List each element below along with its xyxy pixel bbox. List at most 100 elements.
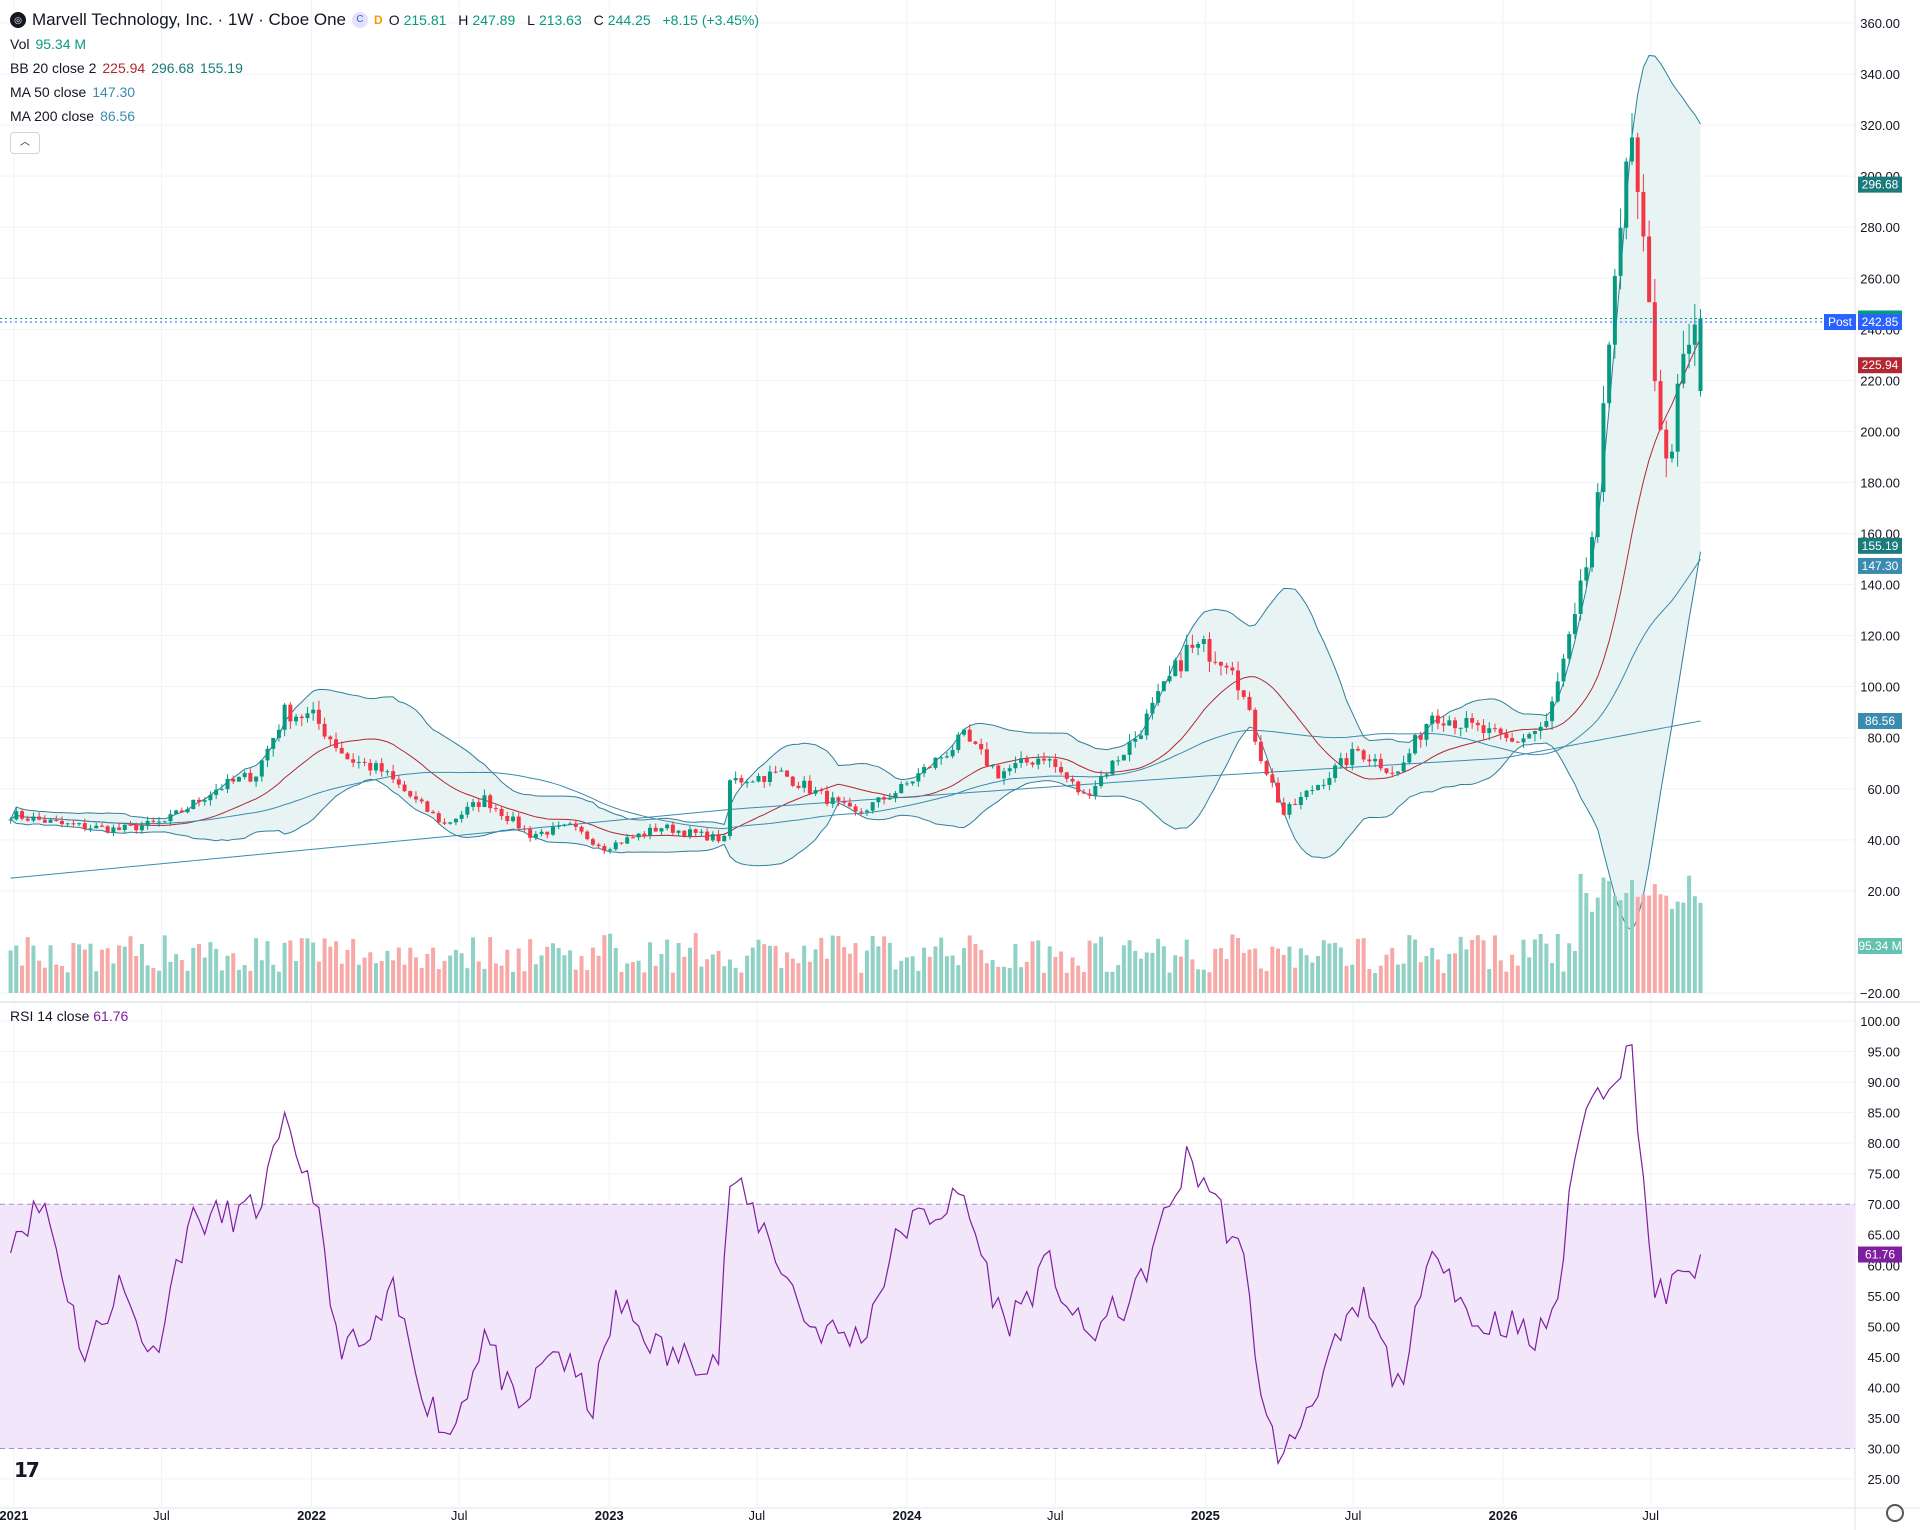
volume-bar bbox=[779, 968, 784, 993]
candle-body bbox=[1498, 728, 1503, 734]
volume-bar bbox=[345, 949, 350, 993]
rsi-legend[interactable]: RSI 14 close 61.76 bbox=[10, 1008, 129, 1024]
tradingview-logo-icon[interactable]: 17 bbox=[14, 1458, 40, 1482]
candle-body bbox=[1521, 738, 1526, 743]
volume-bar bbox=[1687, 875, 1692, 993]
candle-body bbox=[1424, 723, 1429, 740]
volume-bar bbox=[1127, 940, 1132, 993]
volume-bar bbox=[1692, 896, 1697, 993]
volume-bar bbox=[328, 946, 333, 993]
candle-body bbox=[1241, 690, 1246, 697]
candle-body bbox=[1196, 643, 1201, 648]
candle-body bbox=[962, 729, 967, 735]
volume-bar bbox=[1515, 965, 1520, 993]
volume-bar bbox=[825, 958, 830, 993]
volume-bar bbox=[1475, 935, 1480, 993]
symbol-title[interactable]: Marvell Technology, Inc. · 1W · Cboe One bbox=[32, 10, 347, 29]
volume-bar bbox=[922, 947, 927, 993]
volume-bar bbox=[625, 963, 630, 993]
y-tick-label: 320.00 bbox=[1860, 118, 1900, 133]
volume-bar bbox=[54, 964, 59, 993]
candle-body bbox=[59, 820, 64, 825]
volume-bar bbox=[219, 970, 224, 993]
legend-bollinger[interactable]: BB 20 close 2 225.94 296.68 155.19 bbox=[10, 60, 243, 76]
volume-bar bbox=[482, 968, 487, 993]
candle-body bbox=[1532, 731, 1537, 734]
candle-body bbox=[790, 776, 795, 786]
candle-body bbox=[1647, 236, 1652, 303]
rsi-tick-label: 25.00 bbox=[1867, 1472, 1900, 1487]
volume-bar bbox=[1218, 948, 1223, 993]
delayed-data-icon[interactable]: D bbox=[374, 13, 383, 27]
candle-body bbox=[1624, 161, 1629, 228]
legend-ma50[interactable]: MA 50 close 147.30 bbox=[10, 84, 136, 100]
x-tick-label: Jul bbox=[749, 1508, 766, 1523]
volume-bar bbox=[225, 955, 230, 993]
volume-bar bbox=[1590, 911, 1595, 993]
candle-body bbox=[1298, 797, 1303, 805]
volume-bar bbox=[231, 953, 236, 993]
candle-body bbox=[596, 844, 601, 847]
volume-bar bbox=[254, 938, 259, 993]
volume-bar bbox=[613, 947, 618, 993]
candle-body bbox=[1333, 765, 1338, 779]
candle-body bbox=[1207, 639, 1212, 662]
volume-bar bbox=[836, 936, 841, 993]
volume-bar bbox=[676, 943, 681, 993]
volume-bar bbox=[202, 957, 207, 993]
candle-body bbox=[1093, 785, 1098, 796]
legend-volume[interactable]: Vol 95.34 M bbox=[10, 36, 87, 52]
candle-body bbox=[739, 777, 744, 783]
chevron-up-icon: ︿ bbox=[20, 137, 30, 148]
volume-bar bbox=[927, 956, 932, 993]
volume-bar bbox=[379, 961, 384, 993]
candle-body bbox=[1047, 759, 1052, 761]
candle-body bbox=[511, 816, 516, 822]
candle-body bbox=[556, 825, 561, 827]
volume-bar bbox=[431, 947, 436, 993]
rsi-tick-label: 90.00 bbox=[1867, 1075, 1900, 1090]
volume-bar bbox=[899, 960, 904, 993]
volume-bar bbox=[990, 959, 995, 993]
candle-body bbox=[282, 704, 287, 730]
price-label-box bbox=[1858, 537, 1902, 554]
market-closed-icon[interactable]: C bbox=[352, 12, 369, 28]
candle-body bbox=[1224, 665, 1229, 668]
volume-bar bbox=[739, 972, 744, 993]
volume-bar bbox=[1384, 954, 1389, 993]
volume-bar bbox=[145, 965, 150, 993]
volume-bar bbox=[111, 963, 116, 993]
candle-body bbox=[796, 785, 801, 788]
candle-body bbox=[533, 834, 538, 838]
volume-bar bbox=[471, 937, 476, 993]
volume-bar bbox=[1470, 939, 1475, 993]
candle-body bbox=[710, 834, 715, 841]
volume-bar bbox=[619, 971, 624, 993]
gear-icon[interactable] bbox=[1886, 1504, 1904, 1522]
candles bbox=[8, 113, 1703, 854]
volume-bar bbox=[1681, 902, 1686, 993]
price-label-box bbox=[1858, 176, 1902, 193]
candle-body bbox=[1612, 275, 1617, 345]
volume-bar bbox=[1498, 960, 1503, 993]
candle-body bbox=[813, 790, 818, 794]
volume-bar bbox=[1453, 953, 1458, 993]
volume-bar bbox=[630, 962, 635, 993]
volume-bar bbox=[1178, 956, 1183, 993]
volume-bar bbox=[436, 969, 441, 993]
volume-bar bbox=[1321, 940, 1326, 993]
volume-bar bbox=[1304, 955, 1309, 993]
legend-ma200[interactable]: MA 200 close 86.56 bbox=[10, 108, 136, 124]
candle-body bbox=[385, 771, 390, 773]
candle-body bbox=[1321, 784, 1326, 786]
volume-bar bbox=[1121, 945, 1126, 993]
candle-body bbox=[436, 813, 441, 823]
y-tick-label: 180.00 bbox=[1860, 475, 1900, 490]
volume-bar bbox=[1572, 951, 1577, 993]
candle-body bbox=[425, 801, 430, 812]
volume-bar bbox=[1584, 893, 1589, 993]
candle-body bbox=[545, 831, 550, 835]
collapse-legend-button[interactable]: ︿ bbox=[10, 132, 40, 154]
candle-body bbox=[259, 760, 264, 777]
